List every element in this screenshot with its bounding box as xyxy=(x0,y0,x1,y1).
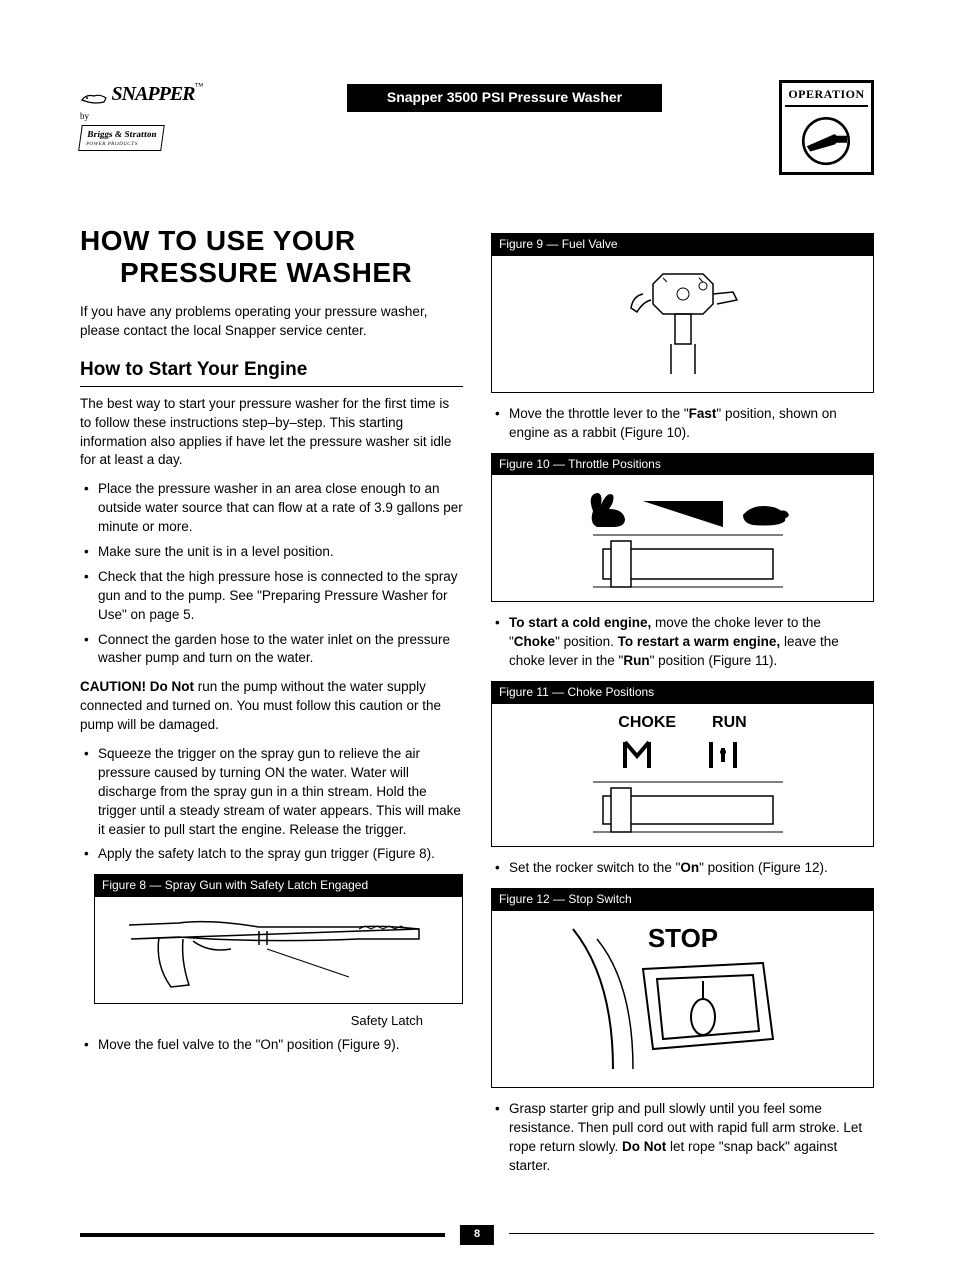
right-column: Figure 9 — Fuel Valve Move the throttle … xyxy=(491,225,874,1185)
bullet-list-a: Place the pressure washer in an area clo… xyxy=(80,480,463,668)
list-item: Place the pressure washer in an area clo… xyxy=(84,480,463,537)
stop-switch-diagram: STOP xyxy=(553,919,813,1079)
footer-rule-left xyxy=(80,1233,445,1237)
figure-12-body: STOP xyxy=(491,911,874,1088)
page-number: 8 xyxy=(460,1225,494,1244)
safety-latch-label: Safety Latch xyxy=(80,1012,463,1030)
list-item: Set the rocker switch to the "On" positi… xyxy=(495,859,874,878)
content-columns: HOW TO USE YOUR PRESSURE WASHER If you h… xyxy=(80,225,874,1185)
section-heading: How to Start Your Engine xyxy=(80,357,463,387)
bullet-choke: To start a cold engine, move the choke l… xyxy=(491,614,874,671)
intro-text: If you have any problems operating your … xyxy=(80,303,463,341)
list-item: Move the fuel valve to the "On" position… xyxy=(84,1036,463,1055)
brand-by: by xyxy=(80,110,230,123)
choke-diagram xyxy=(553,738,813,838)
alligator-icon xyxy=(80,88,108,106)
figure-8-caption: Figure 8 — Spray Gun with Safety Latch E… xyxy=(94,874,463,897)
brand-sub: Briggs & Stratton POWER PRODUCTS xyxy=(78,125,165,151)
figure-11-body: CHOKE RUN xyxy=(491,704,874,847)
page-footer: 8 xyxy=(80,1225,874,1245)
list-item: Apply the safety latch to the spray gun … xyxy=(84,845,463,864)
figure-12-caption: Figure 12 — Stop Switch xyxy=(491,888,874,911)
list-item: Connect the garden hose to the water inl… xyxy=(84,631,463,669)
figure-8: Figure 8 — Spray Gun with Safety Latch E… xyxy=(94,874,463,1004)
figure-9-body xyxy=(491,256,874,393)
start-intro: The best way to start your pressure wash… xyxy=(80,395,463,471)
choke-label: CHOKE xyxy=(618,712,676,734)
spray-gun-diagram xyxy=(119,905,439,995)
fuel-valve-diagram xyxy=(603,264,763,384)
figure-9: Figure 9 — Fuel Valve xyxy=(491,233,874,393)
list-item: Move the throttle lever to the "Fast" po… xyxy=(495,405,874,443)
document-title-bar: Snapper 3500 PSI Pressure Washer xyxy=(347,84,662,112)
main-heading: HOW TO USE YOUR PRESSURE WASHER xyxy=(80,225,463,289)
figure-10-body xyxy=(491,475,874,602)
operation-label: OPERATION xyxy=(785,86,868,107)
brand-name: SNAPPER xyxy=(112,83,195,105)
page-header: SNAPPER™ by Briggs & Stratton POWER PROD… xyxy=(80,80,874,175)
figure-10: Figure 10 — Throttle Positions xyxy=(491,453,874,603)
svg-text:STOP: STOP xyxy=(647,923,717,953)
bullet-grasp: Grasp starter grip and pull slowly until… xyxy=(491,1100,874,1176)
list-item: Check that the high pressure hose is con… xyxy=(84,568,463,625)
figure-9-caption: Figure 9 — Fuel Valve xyxy=(491,233,874,256)
left-column: HOW TO USE YOUR PRESSURE WASHER If you h… xyxy=(80,225,463,1185)
footer-rule-right xyxy=(509,1233,874,1234)
throttle-diagram xyxy=(553,483,813,593)
list-item: Squeeze the trigger on the spray gun to … xyxy=(84,745,463,839)
caution-text: CAUTION! Do Not run the pump without the… xyxy=(80,678,463,735)
operation-badge: OPERATION xyxy=(779,80,874,175)
list-item: Grasp starter grip and pull slowly until… xyxy=(495,1100,874,1176)
list-item: To start a cold engine, move the choke l… xyxy=(495,614,874,671)
spray-nozzle-icon xyxy=(791,111,861,171)
figure-8-body xyxy=(94,897,463,1004)
figure-11-caption: Figure 11 — Choke Positions xyxy=(491,681,874,704)
brand-logo: SNAPPER™ by Briggs & Stratton POWER PROD… xyxy=(80,80,230,151)
figure-10-caption: Figure 10 — Throttle Positions xyxy=(491,453,874,476)
bullet-throttle: Move the throttle lever to the "Fast" po… xyxy=(491,405,874,443)
bullet-list-b: Squeeze the trigger on the spray gun to … xyxy=(80,745,463,864)
figure-12: Figure 12 — Stop Switch STOP xyxy=(491,888,874,1088)
run-label: RUN xyxy=(712,712,747,734)
bullet-fuel: Move the fuel valve to the "On" position… xyxy=(80,1036,463,1055)
figure-11: Figure 11 — Choke Positions CHOKE RUN xyxy=(491,681,874,847)
bullet-rocker: Set the rocker switch to the "On" positi… xyxy=(491,859,874,878)
list-item: Make sure the unit is in a level positio… xyxy=(84,543,463,562)
